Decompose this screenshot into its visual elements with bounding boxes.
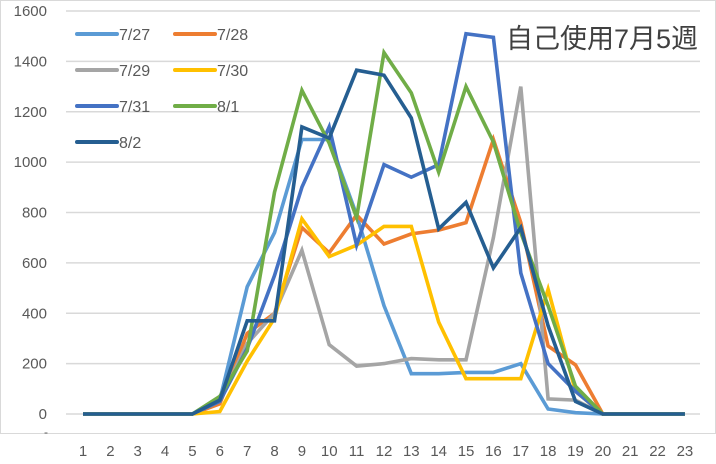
- series-line-7-29: [83, 86, 685, 416]
- x-axis-tick-labels: 1 2 3 4 5 6 7 8 9 10 11 12 13 14 15 16 17 18 19 20 21 22 23: [79, 443, 693, 460]
- x-tick-label: 21: [622, 443, 639, 460]
- legend-item-8-1: 8/1: [173, 99, 239, 116]
- x-tick-label: 3: [134, 443, 142, 460]
- legend-label: 7/31: [119, 99, 150, 116]
- legend-item-7-28: 7/28: [173, 27, 248, 44]
- x-tick-label: 14: [430, 443, 447, 460]
- x-tick-label: 2: [106, 443, 114, 460]
- legend-item-7-27: 7/27: [75, 27, 150, 44]
- y-tick-label: 200: [22, 356, 47, 373]
- y-tick-label: 0: [39, 406, 47, 423]
- x-tick-label: 15: [458, 443, 475, 460]
- x-tick-label: 19: [567, 443, 584, 460]
- y-tick-label: 800: [22, 205, 47, 222]
- axis-dash-mark: -: [44, 425, 48, 439]
- y-tick-label: 1000: [14, 154, 47, 171]
- y-tick-label: 400: [22, 305, 47, 322]
- series-line-8-2: [83, 68, 685, 416]
- legend-item-7-30: 7/30: [173, 63, 248, 80]
- legend-item-7-31: 7/31: [75, 99, 150, 116]
- x-tick-label: 13: [403, 443, 420, 460]
- x-tick-label: 20: [594, 443, 611, 460]
- x-tick-label: 11: [349, 443, 365, 460]
- series-line-7-31: [83, 31, 685, 416]
- y-tick-label: 1200: [14, 104, 47, 121]
- y-tick-label: 600: [22, 255, 47, 272]
- series-line-7-27: [83, 137, 685, 416]
- x-tick-label: 1: [79, 443, 87, 460]
- legend-label: 7/29: [119, 63, 150, 80]
- x-tick-label: 8: [270, 443, 278, 460]
- legend-label: 8/1: [217, 99, 239, 116]
- legend-label: 7/30: [217, 63, 248, 80]
- y-tick-label: 1600: [14, 3, 47, 20]
- legend-label: 7/27: [119, 27, 150, 44]
- chart-title: 自己使用7月5週: [506, 24, 698, 54]
- x-tick-label: 5: [188, 443, 196, 460]
- gridlines: [66, 10, 700, 415]
- legend: 7/27 7/28 7/29 7/30 7/31 8/1 8/2: [75, 27, 248, 152]
- series-line-7-30: [83, 214, 685, 416]
- x-tick-label: 18: [540, 443, 557, 460]
- x-tick-label: 22: [649, 443, 666, 460]
- x-tick-label: 10: [321, 443, 338, 460]
- x-tick-label: 6: [216, 443, 224, 460]
- x-tick-label: 17: [512, 443, 529, 460]
- x-tick-label: 9: [298, 443, 306, 460]
- series-line-7-28: [83, 133, 685, 416]
- x-tick-label: 4: [161, 443, 169, 460]
- legend-label: 8/2: [119, 135, 141, 152]
- legend-item-8-2: 8/2: [75, 135, 141, 152]
- series-lines: [83, 31, 685, 416]
- y-axis-tick-labels: 0 200 400 600 800 1000 1200 1400 1600: [14, 3, 47, 423]
- legend-label: 7/28: [217, 27, 248, 44]
- y-tick-label: 1400: [14, 53, 47, 70]
- x-tick-label: 7: [243, 443, 251, 460]
- x-tick-label: 23: [677, 443, 694, 460]
- x-tick-label: 16: [485, 443, 502, 460]
- x-tick-label: 12: [376, 443, 393, 460]
- legend-item-7-29: 7/29: [75, 63, 150, 80]
